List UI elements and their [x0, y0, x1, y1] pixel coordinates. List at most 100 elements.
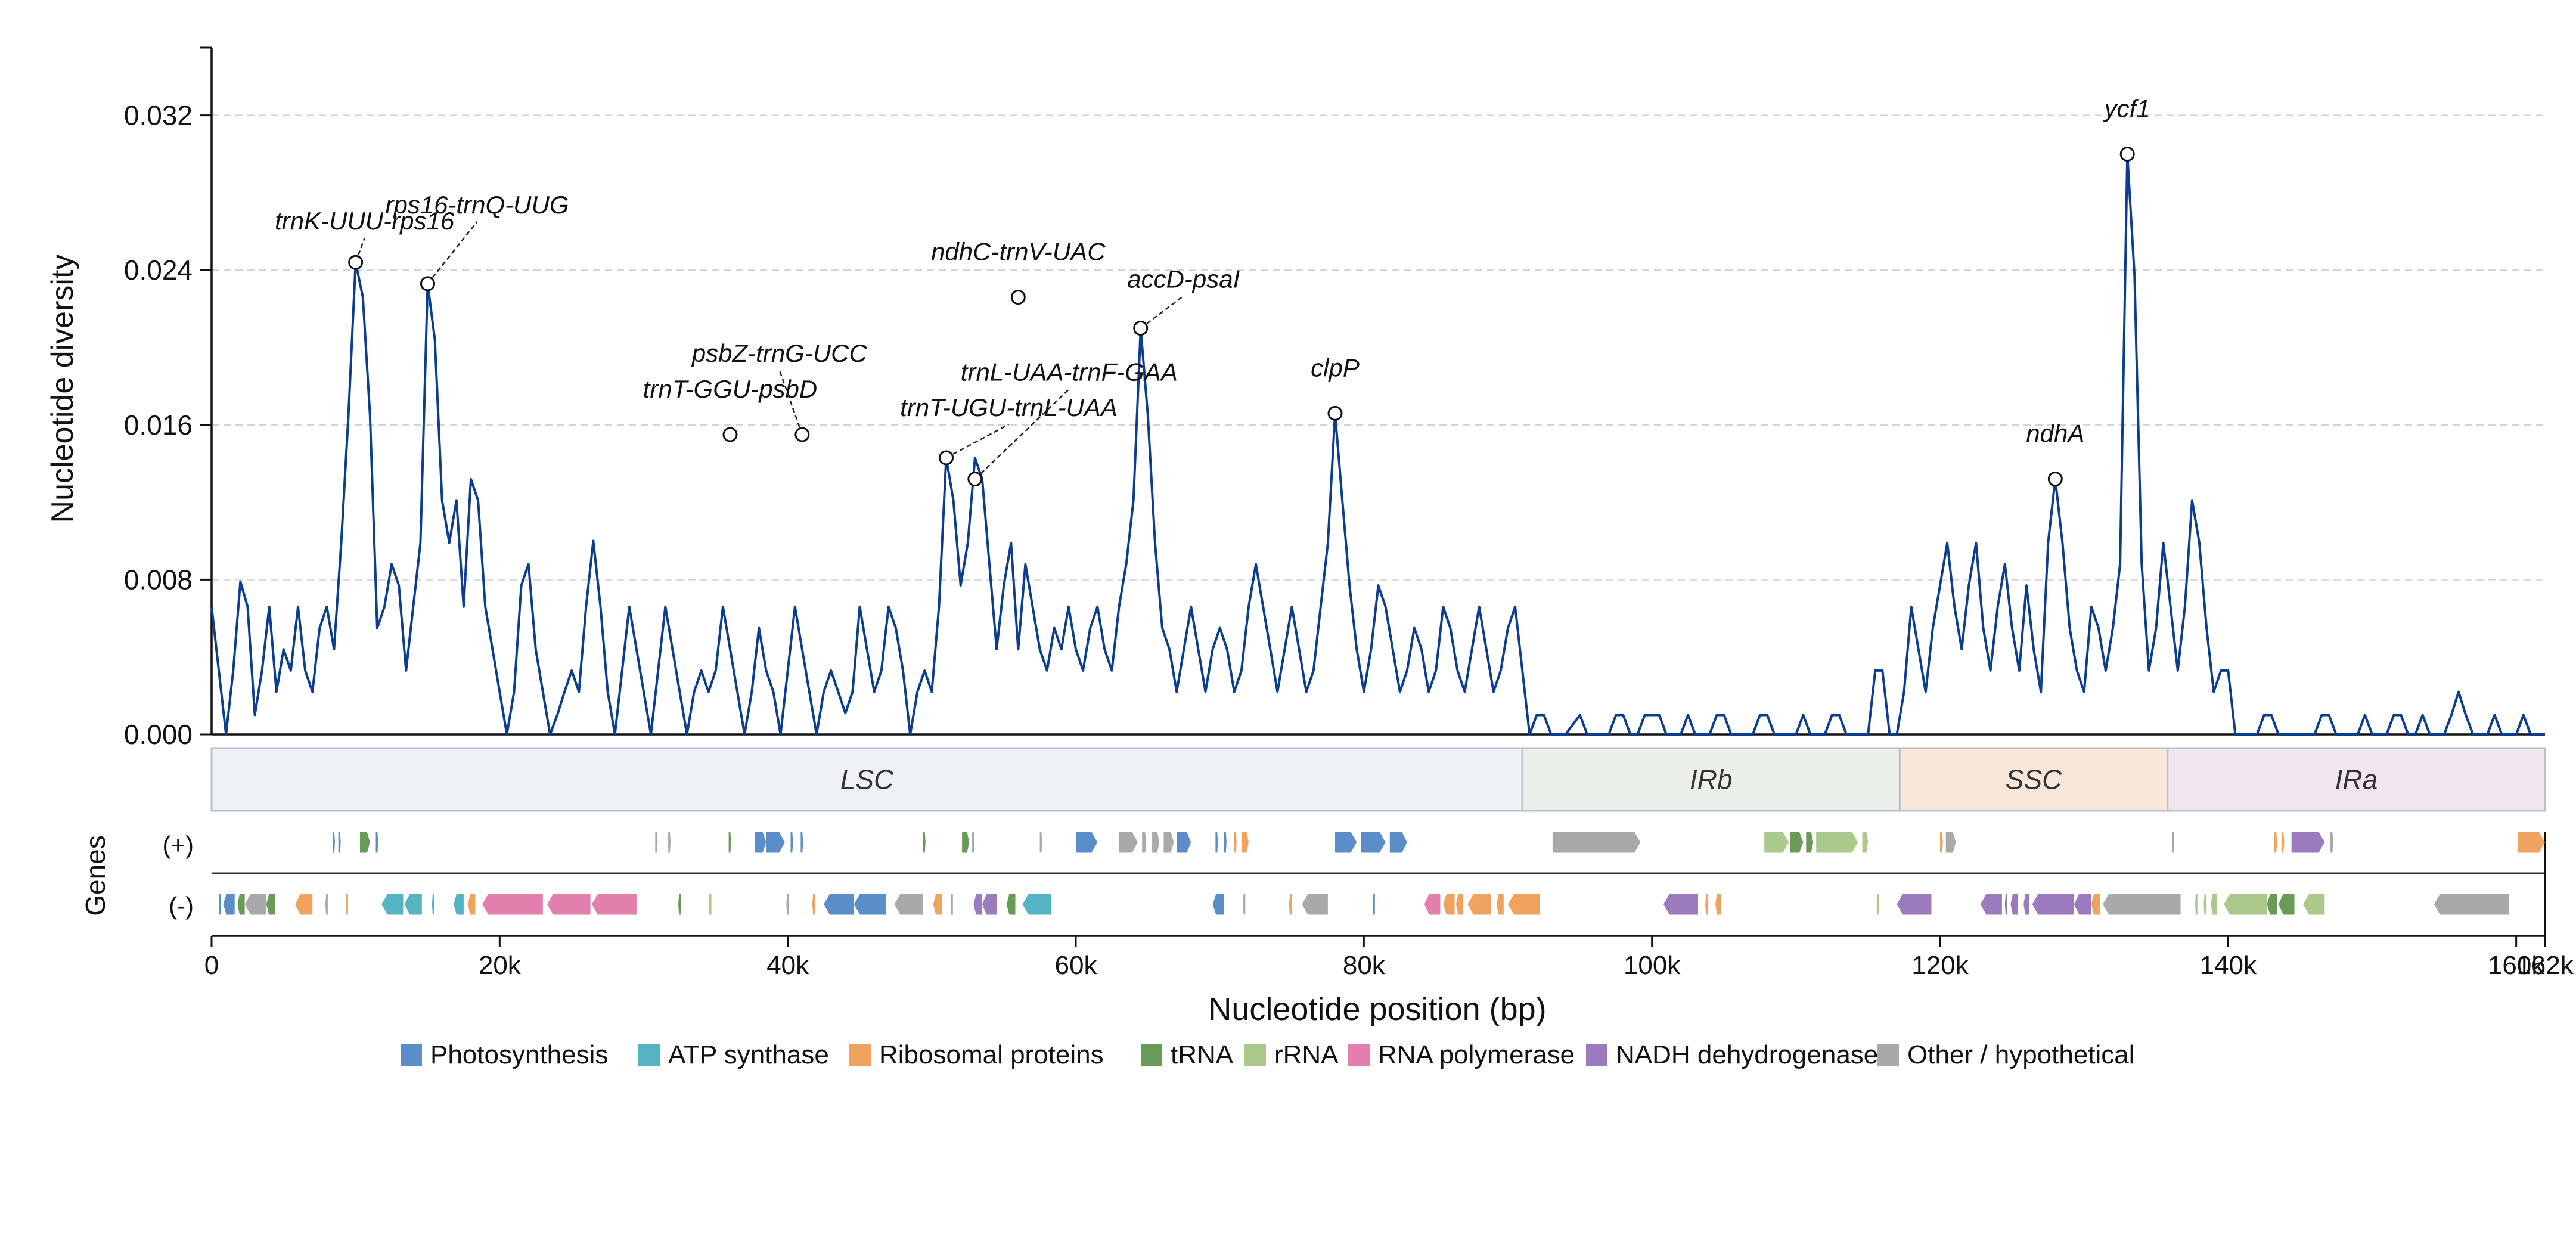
x-tick-label: 120k: [1911, 951, 1969, 980]
hotspot-label: trnT-GGU-psbD: [643, 375, 818, 403]
gene-block: [1806, 832, 1814, 853]
gene-block: [1876, 894, 1879, 915]
legend-label: rRNA: [1274, 1040, 1339, 1069]
gene-block: [786, 894, 789, 915]
gene-block: [1243, 894, 1246, 915]
gene-block: [1007, 894, 1016, 915]
x-tick-label: 60k: [1055, 951, 1098, 980]
plus-strand-label: (+): [163, 831, 194, 859]
gene-block: [1508, 894, 1540, 915]
legend-swatch: [1348, 1044, 1370, 1066]
region-irb: [1521, 747, 1901, 812]
hotspot-marker: [1010, 290, 1026, 305]
gene-block: [1163, 832, 1174, 853]
y-tick-label: 0.008: [124, 564, 193, 595]
genes-track-label: Genes: [80, 835, 111, 916]
gene-block: [2274, 832, 2277, 853]
gene-block: [2224, 894, 2267, 915]
y-axis-label: Nucleotide diversity: [45, 255, 80, 523]
gene-block: [1372, 894, 1375, 915]
gene-block: [668, 832, 671, 853]
gene-block: [2303, 894, 2325, 915]
legend-swatch: [1877, 1044, 1899, 1066]
legend-swatch: [849, 1044, 871, 1066]
legend: Photosynthesis ATP synthase Ribosomal prot…: [401, 1040, 2135, 1069]
hotspot-marker: [794, 427, 810, 442]
x-tick-label: 40k: [766, 951, 809, 980]
axes: 0.000 0.008 0.016 0.024 0.032: [124, 46, 2545, 750]
gene-block: [1443, 894, 1455, 915]
gene-block: [1022, 894, 1051, 915]
gene-block: [655, 832, 658, 853]
gene-block: [755, 832, 766, 853]
y-tick-label: 0.000: [124, 719, 193, 750]
gene-block: [824, 894, 854, 915]
gene-block: [2434, 894, 2509, 915]
gene-block: [982, 894, 997, 915]
x-tick-label: 20k: [479, 951, 522, 980]
legend-label: Photosynthesis: [430, 1040, 608, 1069]
gridlines: [212, 114, 2545, 581]
hotspot-marker: [2119, 146, 2135, 162]
legend-label: ATP synthase: [668, 1040, 829, 1069]
gene-block: [547, 894, 591, 915]
gene-block: [266, 894, 275, 915]
gene-block: [1335, 832, 1357, 853]
gene-block: [1389, 832, 1407, 853]
annotation-leader: [778, 370, 803, 435]
y-tick-label: 0.016: [124, 410, 193, 441]
gene-block: [1039, 832, 1042, 853]
genome-regions: LSC IRb SSC IRa: [210, 747, 2546, 812]
annotation-leader: [427, 221, 478, 284]
gene-block: [1361, 832, 1386, 853]
gene-block: [1790, 832, 1804, 853]
gene-block: [1705, 894, 1708, 915]
gene-block: [432, 894, 434, 915]
gene-block: [1212, 894, 1224, 915]
legend-label: Other / hypothetical: [1907, 1040, 2135, 1069]
gene-block: [2291, 832, 2325, 853]
gene-block: [790, 832, 793, 853]
gene-block: [482, 894, 543, 915]
gene-block: [237, 894, 245, 915]
gene-block: [1816, 832, 1858, 853]
gene-block: [854, 894, 886, 915]
gene-block: [894, 894, 923, 915]
gene-block: [2211, 894, 2217, 915]
gene-block: [1552, 832, 1641, 853]
gene-block: [1467, 894, 1491, 915]
gene-block: [933, 894, 942, 915]
legend-swatch: [638, 1044, 660, 1066]
gene-block: [468, 894, 476, 915]
gene-block: [454, 894, 464, 915]
gene-block: [1289, 894, 1292, 915]
x-axis-label: Nucleotide position (bp): [1208, 991, 1546, 1027]
legend-label: NADH dehydrogenase: [1616, 1040, 1878, 1069]
gene-block: [1215, 832, 1218, 853]
hotspot-marker: [939, 450, 954, 466]
gene-block: [338, 832, 341, 853]
gene-block: [1663, 894, 1698, 915]
gene-block: [1234, 832, 1237, 853]
gene-block: [1241, 832, 1249, 853]
annotation-leader: [974, 388, 1070, 480]
gene-block: [2091, 894, 2100, 915]
gene-block: [404, 894, 422, 915]
legend-label: tRNA: [1171, 1040, 1234, 1069]
gene-block: [1862, 832, 1869, 853]
annotation-leader: [1140, 295, 1184, 329]
gene-block: [708, 894, 712, 915]
x-tick-label: 100k: [1624, 951, 1681, 980]
gene-block: [325, 894, 328, 915]
hotspot-label: psbZ-trnG-UCC: [691, 339, 868, 367]
gene-block: [2010, 894, 2018, 915]
x-tick-label: 162k: [2516, 951, 2574, 980]
gene-block: [2203, 894, 2207, 915]
hotspot-marker: [1133, 321, 1149, 336]
hotspot-marker: [348, 255, 364, 270]
hotspot-label: ndhC-trnV-UAC: [931, 238, 1106, 266]
region-label: IRa: [2335, 764, 2378, 795]
gene-block: [2267, 894, 2277, 915]
